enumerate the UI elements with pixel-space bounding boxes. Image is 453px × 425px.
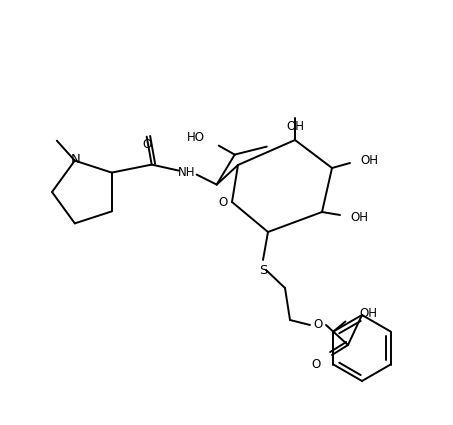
Text: OH: OH <box>286 119 304 133</box>
Text: OH: OH <box>359 307 377 320</box>
Text: N: N <box>71 153 81 166</box>
Text: NH: NH <box>178 166 195 179</box>
Text: S: S <box>259 264 267 278</box>
Text: O: O <box>142 138 151 151</box>
Text: O: O <box>313 318 323 332</box>
Text: O: O <box>311 359 321 371</box>
Text: OH: OH <box>360 153 378 167</box>
Text: HO: HO <box>187 131 205 144</box>
Text: OH: OH <box>350 210 368 224</box>
Text: O: O <box>218 196 227 209</box>
